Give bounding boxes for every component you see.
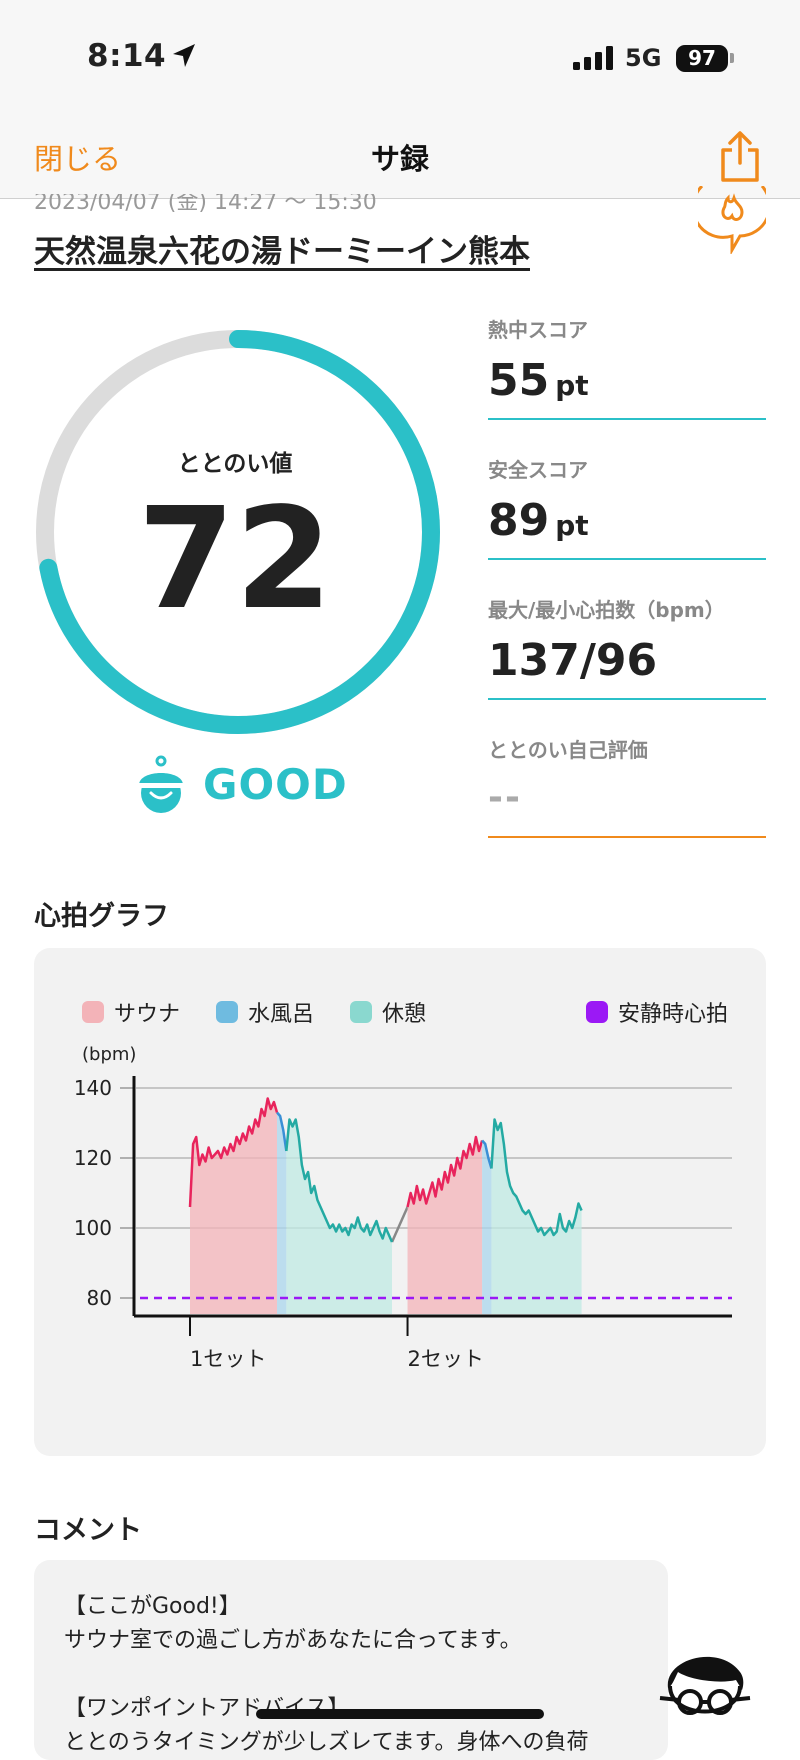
legend-label: 安静時心拍 <box>618 1002 729 1027</box>
hr-line-cold <box>481 1139 493 1169</box>
hr-line-sauna <box>406 1135 484 1208</box>
metric-label: ととのい自己評価 <box>488 738 648 762</box>
comment-line: サウナ室での過ごし方があなたに合ってます。 <box>64 1628 522 1653</box>
metric-divider <box>488 836 766 838</box>
network-type: 5G <box>625 44 662 72</box>
metric-value: 137/96 <box>488 635 658 686</box>
hr-line-rest <box>490 1118 583 1237</box>
status-time: 8:14 <box>87 38 167 74</box>
metric-safety-score: 安全スコア 89 pt <box>488 454 766 560</box>
metric-label: 最大/最小心拍数（bpm） <box>488 598 725 622</box>
legend-label: サウナ <box>114 1002 181 1027</box>
location-arrow-icon <box>173 44 195 67</box>
close-button[interactable]: 閉じる <box>34 142 122 176</box>
signal-icon <box>573 46 613 70</box>
legend-label: 水風呂 <box>248 1002 315 1027</box>
advisor-face-icon <box>659 1656 751 1715</box>
hr-line-rest <box>285 1118 394 1243</box>
visit-datetime: 2023/04/07 (金) 14:27 〜 15:30 <box>34 190 377 215</box>
hr-area-cold <box>277 1112 287 1314</box>
share-icon[interactable] <box>718 130 762 184</box>
metric-value: 55 <box>488 355 550 406</box>
metric-divider <box>488 698 766 700</box>
metric-label: 安全スコア <box>488 458 588 482</box>
page-title: サ録 <box>370 142 429 176</box>
sauna-pin-icon[interactable] <box>698 186 766 254</box>
legend-swatch <box>350 1001 372 1023</box>
comment-line: 【ここがGood!】 <box>64 1594 241 1619</box>
x-tick-label: 2セット <box>408 1347 484 1371</box>
hr-area-sauna <box>407 1137 483 1314</box>
gauge-arc <box>36 330 440 734</box>
heart-rate-chart-card: サウナ 水風呂 休憩 安静時心拍 (bpm) 140 120 100 80 1セット 2セッ… <box>34 948 766 1456</box>
hr-area-rest <box>491 1119 582 1314</box>
y-tick-label: 100 <box>74 1216 112 1240</box>
legend-swatch <box>216 1001 238 1023</box>
gauge-value: 72 <box>137 478 333 641</box>
metric-self-rating[interactable]: ととのい自己評価 -- <box>488 734 766 838</box>
y-tick-label: 140 <box>74 1076 112 1100</box>
y-axis-label: (bpm) <box>82 1044 136 1065</box>
metric-heart-rate: 最大/最小心拍数（bpm） 137/96 <box>488 594 766 700</box>
metric-unit: pt <box>555 369 589 402</box>
metric-divider <box>488 558 766 560</box>
hr-area-sauna <box>190 1098 278 1314</box>
legend-cold-bath: 水風呂 <box>216 996 314 1028</box>
hr-area-rest <box>286 1119 392 1314</box>
facility-name[interactable]: 天然温泉六花の湯ドーミーイン熊本 <box>34 234 530 270</box>
comment-card: 【ここがGood!】 サウナ室での過ごし方があなたに合ってます。 【ワンポイント… <box>34 1560 668 1760</box>
home-indicator[interactable] <box>256 1709 544 1719</box>
totonoi-gauge <box>36 330 440 734</box>
legend-swatch <box>586 1001 608 1023</box>
status-bar: 8:14 5G 97 <box>0 0 800 100</box>
hr-line-cold <box>276 1111 288 1152</box>
legend-sauna: サウナ <box>82 996 180 1028</box>
legend-label: 休憩 <box>382 1002 427 1027</box>
metric-value: 89 <box>488 495 550 546</box>
hr-line-sauna <box>188 1097 279 1208</box>
metric-unit: pt <box>555 509 589 542</box>
metric-heat-score: 熱中スコア 55 pt <box>488 314 766 420</box>
metric-label: 熱中スコア <box>488 318 588 342</box>
hr-area-cold <box>482 1140 492 1314</box>
legend-swatch <box>82 1001 104 1023</box>
gauge-label: ととのい値 <box>177 451 293 477</box>
heart-rate-chart: (bpm) 140 120 100 80 1セット 2セット <box>74 1044 732 1371</box>
legend-resting-hr: 安静時心拍 <box>586 996 728 1028</box>
self-rating-value[interactable]: -- <box>488 777 522 818</box>
chart-section-title: 心拍グラフ <box>34 901 169 932</box>
nav-bar: 閉じる サ録 <box>0 100 800 199</box>
hr-gap-line <box>390 1206 409 1243</box>
comment-text: 【ここがGood!】 サウナ室での過ごし方があなたに合ってます。 【ワンポイント… <box>64 1590 588 1760</box>
battery-icon: 97 <box>676 45 728 72</box>
metric-divider <box>488 418 766 420</box>
rating-label: GOOD <box>203 760 348 809</box>
smile-cap-icon <box>135 755 187 813</box>
legend-rest: 休憩 <box>350 996 426 1028</box>
x-tick-label: 1セット <box>190 1347 266 1371</box>
y-tick-label: 80 <box>87 1286 112 1310</box>
comment-section-title: コメント <box>34 1515 142 1546</box>
y-tick-label: 120 <box>74 1146 112 1170</box>
battery-nub <box>730 53 734 63</box>
